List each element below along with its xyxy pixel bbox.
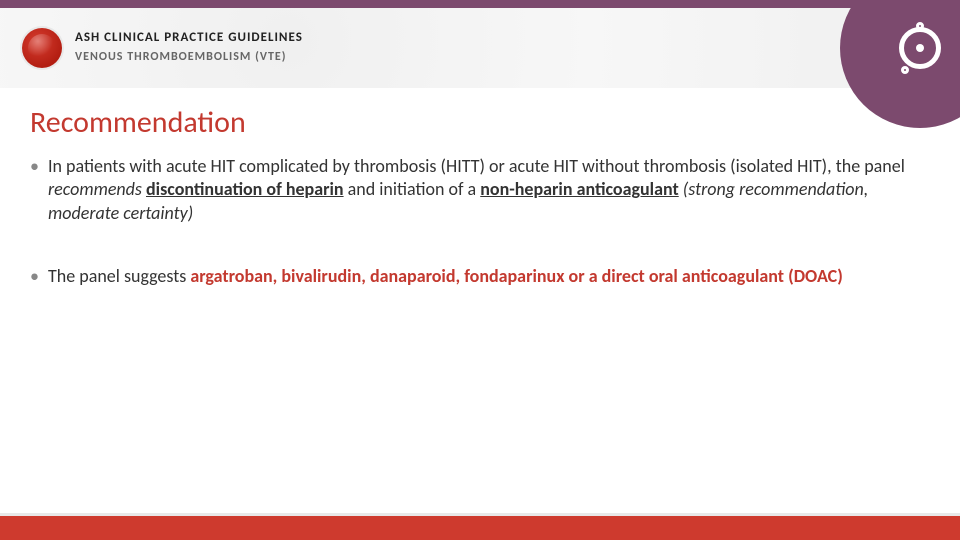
bullet2-drugs: argatroban, bivalirudin, danaparoid, fon…: [190, 265, 842, 287]
bullet1-prefix: In patients with acute HIT complicated b…: [48, 155, 905, 177]
corner-ring-icon: [899, 27, 941, 69]
bullet2-prefix: The panel suggests: [48, 265, 190, 287]
slide: ASH CLINICAL PRACTICE GUIDELINES VENOUS …: [0, 0, 960, 540]
bullet1-recommends: recommends: [48, 178, 146, 200]
bullet-2: The panel suggests argatroban, bivalirud…: [20, 265, 930, 288]
bullet1-mid: and initiation of a: [344, 178, 481, 200]
corner-badge: [840, 0, 960, 128]
top-purple-bar: [0, 0, 960, 8]
bullet1-underline2: non-heparin anticoagulant: [480, 178, 678, 200]
bullet-1: In patients with acute HIT complicated b…: [20, 155, 930, 225]
bullet1-underline1: discontinuation of heparin: [146, 178, 344, 200]
org-title: ASH CLINICAL PRACTICE GUIDELINES: [75, 30, 303, 45]
ash-logo-icon: [22, 28, 62, 68]
org-subtitle: VENOUS THROMBOEMBOLISM (VTE): [75, 50, 286, 64]
bottom-red-bar: [0, 516, 960, 540]
header-band: ASH CLINICAL PRACTICE GUIDELINES VENOUS …: [0, 8, 960, 88]
bullet-list: In patients with acute HIT complicated b…: [20, 155, 930, 329]
page-title: Recommendation: [30, 104, 246, 141]
